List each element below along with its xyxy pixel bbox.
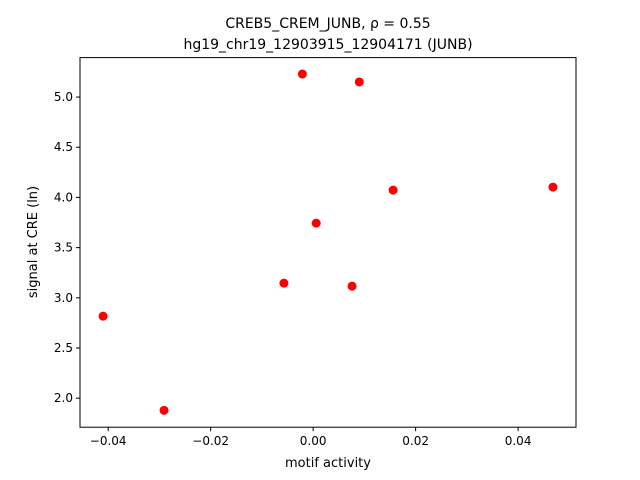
x-tick-label: 0.04	[505, 434, 532, 448]
x-tick-label: 0.02	[402, 434, 429, 448]
chart-title: CREB5_CREM_JUNB, ρ = 0.55	[225, 16, 430, 32]
point	[279, 278, 289, 288]
x-axis-label: motif activity	[285, 456, 371, 471]
y-tick-label: 2.5	[54, 341, 73, 355]
point	[347, 281, 357, 291]
x-tick-label: 0.00	[300, 434, 327, 448]
point	[311, 218, 321, 228]
y-tick-label: 3.0	[54, 291, 73, 305]
point	[98, 311, 108, 321]
point	[354, 77, 364, 87]
point	[297, 69, 307, 79]
point	[159, 405, 169, 415]
y-tick-label: 5.0	[54, 90, 73, 104]
y-tick-label: 4.5	[54, 140, 73, 154]
y-tick-label: 2.0	[54, 391, 73, 405]
y-tick-label: 4.0	[54, 190, 73, 204]
chart-subtitle: hg19_chr19_12903915_12904171 (JUNB)	[183, 37, 472, 53]
point	[548, 182, 558, 192]
x-tick-label: −0.02	[192, 434, 229, 448]
x-tick-label: −0.04	[90, 434, 127, 448]
y-tick-label: 3.5	[54, 241, 73, 255]
y-axis-label: signal at CRE (ln)	[26, 186, 41, 298]
point	[388, 185, 398, 195]
plot-frame	[79, 57, 577, 428]
